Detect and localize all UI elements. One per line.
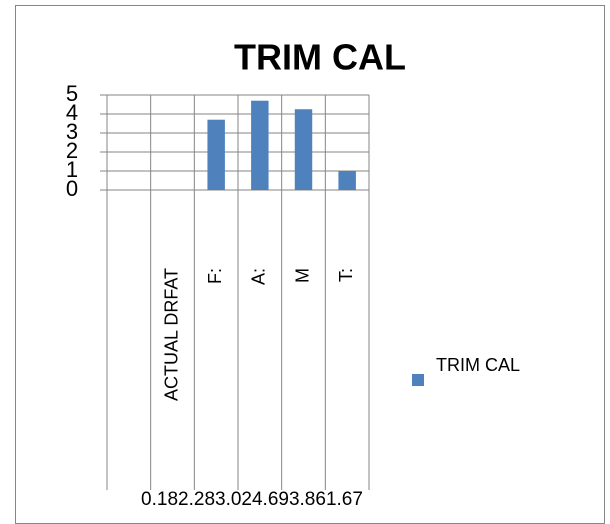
x-tick-label: M xyxy=(292,268,312,283)
x-tick-label: T: xyxy=(336,268,356,282)
y-tick-label: 4 xyxy=(66,100,78,125)
y-tick-label: 3 xyxy=(66,119,78,144)
y-tick-label: 5 xyxy=(66,81,78,106)
chart-title: TRIM CAL xyxy=(234,37,406,78)
bar xyxy=(207,119,225,190)
x-tick-label: ACTUAL DRFAT xyxy=(161,268,181,401)
bar xyxy=(251,100,269,190)
legend-swatch xyxy=(412,374,424,386)
y-tick-label: 2 xyxy=(66,138,78,163)
bar xyxy=(338,171,356,190)
x-tick-label: A: xyxy=(249,268,269,285)
bar xyxy=(294,109,313,190)
legend-label: TRIM CAL xyxy=(436,355,520,375)
x-tick-label: F: xyxy=(205,268,225,284)
chart-frame xyxy=(15,5,605,524)
outer-category-label: 0.182.283.024.693.861.67 xyxy=(141,489,363,510)
y-tick-label: 0 xyxy=(66,176,78,201)
y-tick-label: 1 xyxy=(66,157,78,182)
